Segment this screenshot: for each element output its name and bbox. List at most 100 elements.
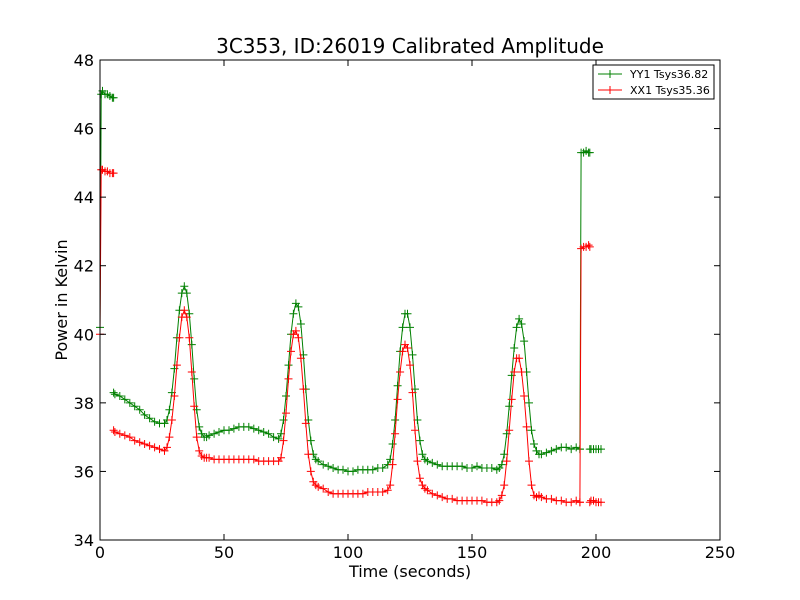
series-1-point <box>515 314 524 323</box>
x-tick-label: 200 <box>581 543 612 562</box>
series-2-point <box>358 489 367 498</box>
y-tick-label: 44 <box>74 188 94 207</box>
series-1-point <box>259 428 268 436</box>
series-2-point <box>299 385 308 394</box>
series-2-point <box>282 409 290 418</box>
series-1-point <box>510 344 519 352</box>
series-2-point <box>505 426 514 435</box>
series-1-point <box>229 424 238 433</box>
series-2-point <box>378 488 387 496</box>
series-1-point <box>505 402 514 411</box>
series-2-point <box>520 392 529 400</box>
series-2-point <box>388 460 397 469</box>
series-2-point <box>423 486 432 495</box>
series-1-point <box>284 361 293 370</box>
series-1-point <box>182 289 191 298</box>
series-1-point <box>567 445 576 454</box>
legend-label-1: YY1 Tsys36.82 <box>629 68 708 81</box>
series-1-point <box>458 462 467 471</box>
series-2-point <box>406 361 414 370</box>
series-1-point <box>215 428 223 436</box>
series-2-point <box>597 498 605 507</box>
series-1-point <box>319 460 328 469</box>
series-2-point <box>525 457 533 466</box>
series-1-point <box>109 93 118 102</box>
series-1-point <box>406 323 414 332</box>
series-2-point <box>415 474 424 483</box>
series-1-point <box>282 392 290 400</box>
series-1-point <box>120 395 129 404</box>
series-layer <box>96 86 605 507</box>
chart-title: 3C353, ID:26019 Calibrated Amplitude <box>216 34 604 58</box>
series-2-point <box>510 368 519 376</box>
x-tick-label: 150 <box>457 543 488 562</box>
series-2-point <box>279 436 288 445</box>
series-1-point <box>329 464 338 472</box>
series-1-point <box>473 462 481 471</box>
series-1-point <box>306 436 315 445</box>
series-1-point <box>264 429 273 438</box>
series-2-point <box>477 496 486 505</box>
series-2-point <box>572 496 581 505</box>
x-tick-label: 100 <box>333 543 364 562</box>
series-1-point <box>195 422 204 431</box>
series-2-point <box>125 433 134 442</box>
series-2-point <box>187 368 196 376</box>
series-2-point <box>403 344 412 352</box>
series-1-point <box>368 465 377 474</box>
series-2-point <box>398 347 407 356</box>
series-2-point <box>277 453 285 462</box>
series-2-point <box>517 368 526 376</box>
series-1-point <box>115 392 124 400</box>
series-2-point <box>145 441 154 450</box>
series-1-point <box>145 414 154 423</box>
series-2-point <box>287 347 295 356</box>
series-1-point <box>418 450 427 459</box>
series-1-point <box>403 309 412 318</box>
series-1-point <box>525 398 533 407</box>
series-2-point <box>585 242 594 251</box>
y-tick-label: 36 <box>74 462 94 481</box>
series-2-point <box>163 443 171 452</box>
y-tick-label: 42 <box>74 257 94 276</box>
series-2-point <box>140 440 149 448</box>
series-1-point <box>393 381 402 390</box>
y-tick-label: 48 <box>74 51 94 70</box>
series-1-point <box>109 388 118 397</box>
series-1-point <box>423 457 432 466</box>
series-1-point <box>190 374 199 383</box>
series-2-point <box>314 482 323 491</box>
series-2-point <box>175 333 184 342</box>
series-2-point <box>291 326 300 335</box>
ticks-layer: 0 50 100 150 200 250 34 36 38 40 42 44 46 48 <box>74 51 736 562</box>
series-2-point <box>170 392 179 400</box>
series-1-point <box>547 446 556 455</box>
series-1-point <box>125 398 134 407</box>
series-2-point <box>130 436 139 445</box>
plot-frame <box>99 59 721 541</box>
series-1-point <box>324 462 333 471</box>
series-2-point <box>575 498 584 507</box>
series-2-point <box>433 491 442 500</box>
series-1-point <box>249 424 258 433</box>
series-2-point <box>438 493 447 502</box>
y-tick-label: 40 <box>74 325 94 344</box>
series-2-point <box>557 496 566 505</box>
series-2-point <box>497 491 506 500</box>
series-2-point <box>522 422 531 431</box>
series-2-point <box>115 429 124 438</box>
series-2-point <box>515 354 524 363</box>
series-2-point <box>507 395 516 404</box>
x-axis-label: Time (seconds) <box>348 562 471 581</box>
series-1-point <box>487 464 496 472</box>
series-2-point <box>284 374 293 383</box>
series-2-point <box>411 426 419 435</box>
series-2-point <box>306 467 315 476</box>
series-2-point <box>150 443 159 452</box>
series-1-point <box>150 417 159 426</box>
series-2-point <box>185 333 194 342</box>
series-1-point <box>135 405 144 414</box>
legend-marker-1 <box>606 70 614 78</box>
